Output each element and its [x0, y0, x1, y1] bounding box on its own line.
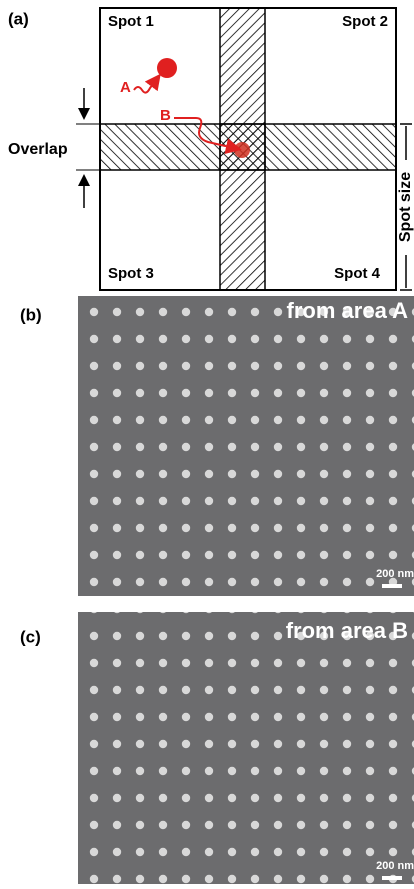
- scale-bar-label: 200 nm: [376, 568, 414, 580]
- image-caption: from area A: [287, 298, 409, 323]
- spot-label: Spot 2: [342, 13, 388, 30]
- spot-size-label: Spot size: [397, 172, 414, 242]
- panel-a: (a) Spot 1 Spot 2 Spot 3 Spot 4 A B Over…: [8, 8, 414, 290]
- point-label: B: [160, 107, 171, 124]
- scale-bar-label: 200 nm: [376, 860, 414, 872]
- spot-label: Spot 4: [334, 265, 380, 282]
- scale-bar: [382, 876, 402, 880]
- area-b-dot: [234, 142, 250, 158]
- overlap-label: Overlap: [8, 141, 68, 158]
- panel-c: (c) from area B 200 nm: [20, 612, 414, 884]
- spot-label: Spot 1: [108, 13, 154, 30]
- point-label: A: [120, 79, 131, 96]
- panel-b: (b) from area A 200 nm: [20, 296, 414, 596]
- image-caption: from area B: [286, 618, 408, 643]
- sem-dots: [78, 612, 414, 884]
- spot-label: Spot 3: [108, 265, 154, 282]
- panel-label: (c): [20, 627, 41, 646]
- sem-dots: [78, 296, 414, 596]
- panel-label: (b): [20, 305, 42, 324]
- scale-bar: [382, 584, 402, 588]
- panel-label: (a): [8, 9, 29, 28]
- figure: (a) Spot 1 Spot 2 Spot 3 Spot 4 A B Over…: [0, 0, 414, 889]
- area-a-dot: [157, 58, 177, 78]
